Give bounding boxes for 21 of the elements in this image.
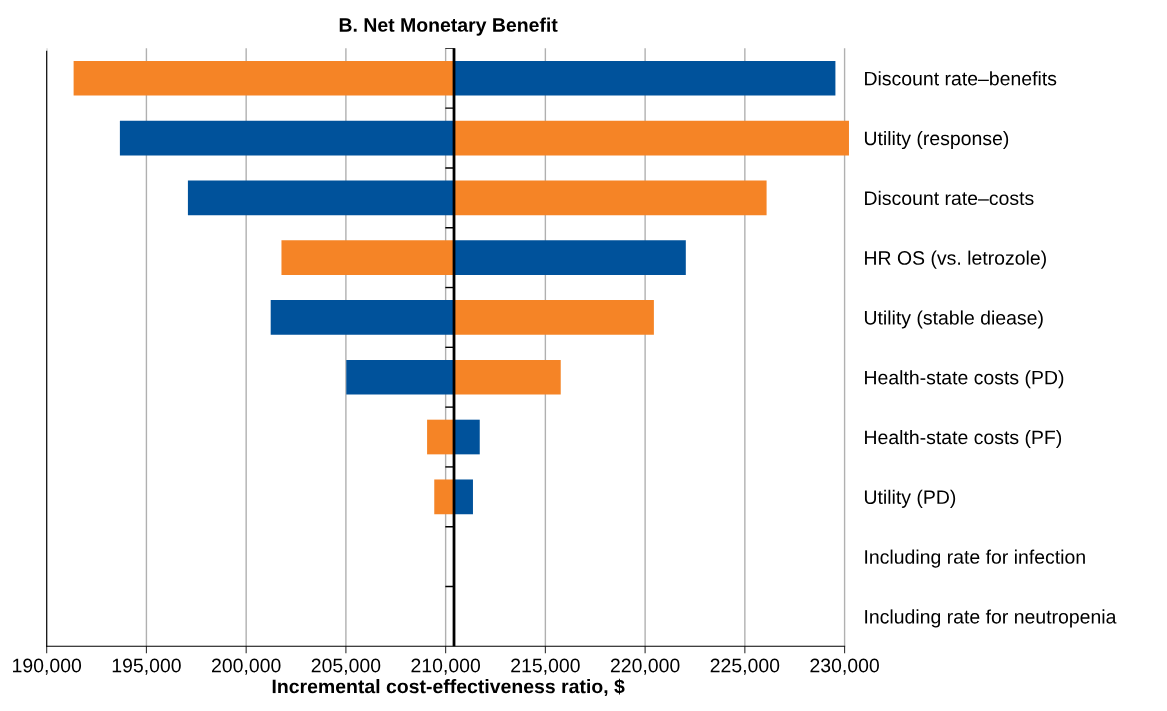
y-tick-label: Health-state costs (PD) bbox=[865, 370, 1064, 389]
y-tick-label: Including rate for infection bbox=[865, 549, 1085, 568]
x-axis-title: Incremental cost-effectiveness ratio, $ bbox=[272, 678, 625, 697]
x-tick-label: 215,000 bbox=[511, 658, 580, 675]
x-tick-label: 225,000 bbox=[710, 658, 780, 675]
x-tick-label: 190,000 bbox=[13, 658, 82, 675]
y-tick-label: Health-state costs (PF) bbox=[865, 429, 1062, 449]
x-tick-label: 205,000 bbox=[311, 658, 381, 675]
y-tick-label: Utility (PD) bbox=[864, 489, 956, 508]
chart-title: B. Net Monetary Benefit bbox=[339, 17, 558, 36]
y-tick-label: Discount rate–benefits bbox=[865, 71, 1057, 86]
y-tick-label: Utility (stable diease) bbox=[864, 310, 1043, 329]
y-tick-label: HR OS (vs. letrozole) bbox=[865, 250, 1046, 269]
x-tick-label: 210,000 bbox=[411, 658, 481, 675]
x-tick-label: 200,000 bbox=[212, 658, 281, 675]
x-tick-label: 220,000 bbox=[610, 658, 680, 675]
y-tick-label: Discount rate–costs bbox=[865, 190, 1034, 206]
x-tick-label: 195,000 bbox=[112, 658, 181, 675]
x-tick-label: 230,000 bbox=[810, 658, 879, 675]
y-tick-label: Utility (response) bbox=[864, 131, 1009, 150]
y-tick-label: Including rate for neutropenia bbox=[865, 609, 1117, 628]
